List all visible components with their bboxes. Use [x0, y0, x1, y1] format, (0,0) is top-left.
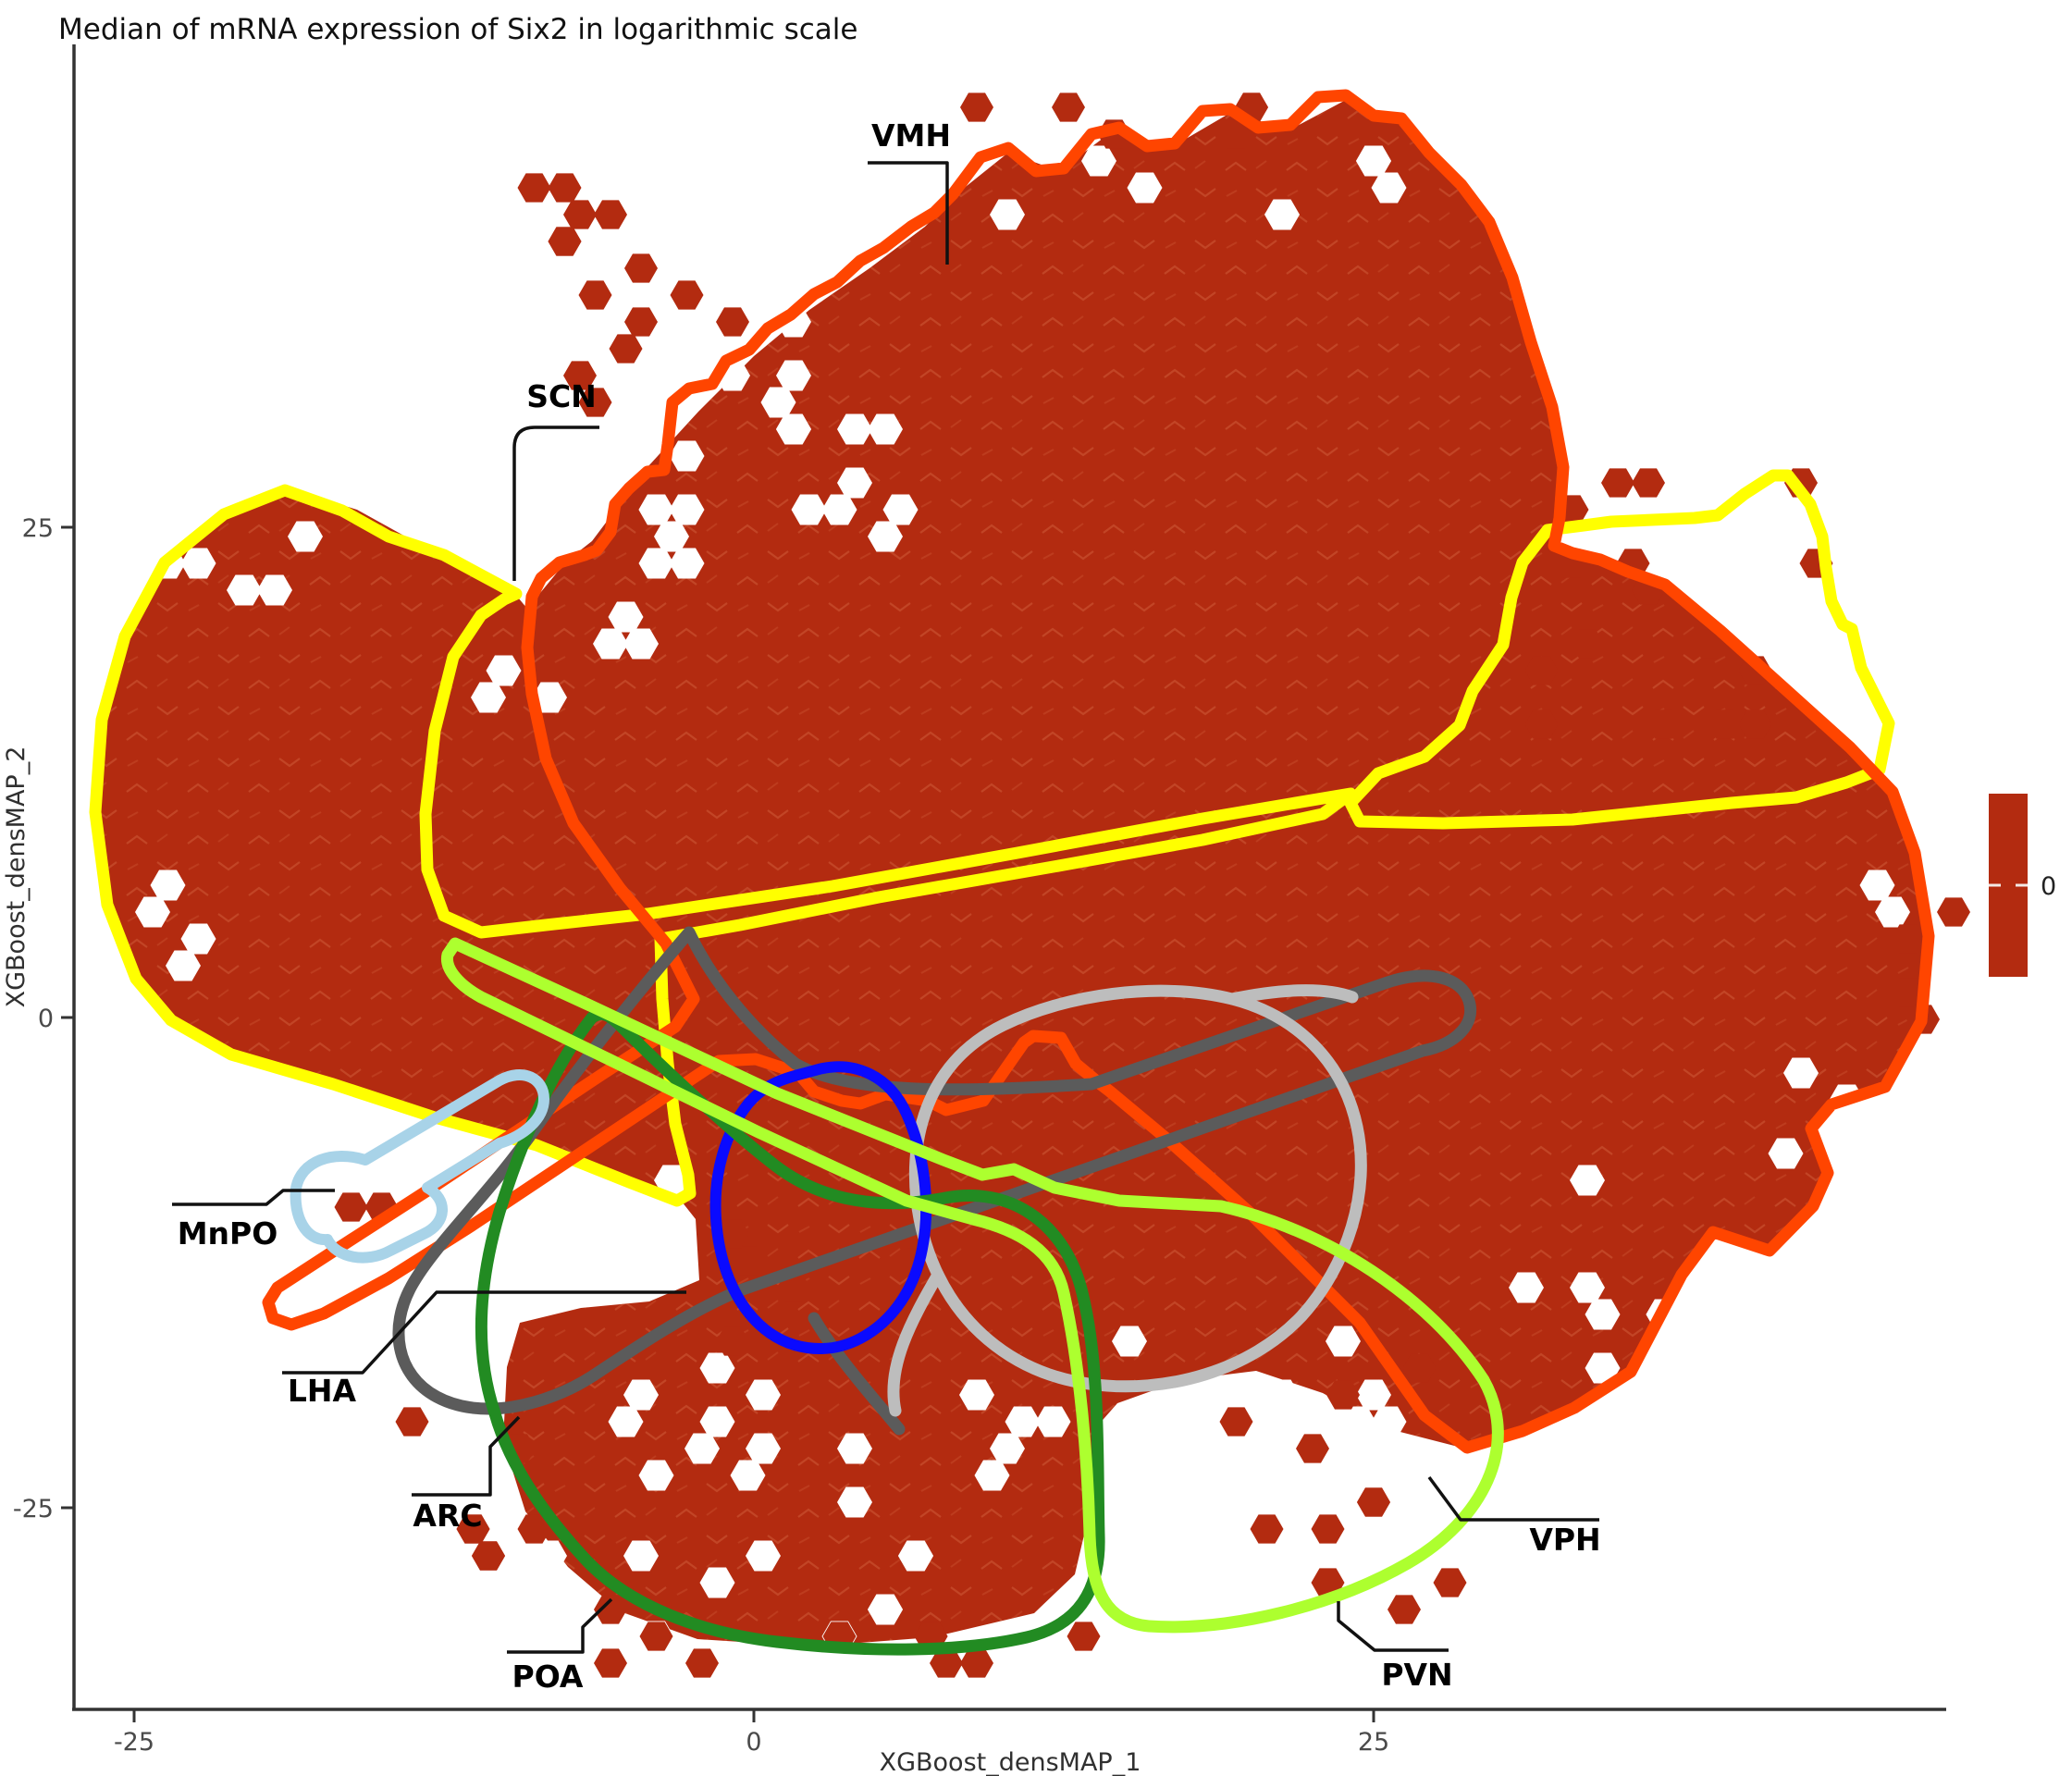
x-tick-label-25: 25 [1358, 1728, 1389, 1757]
region-label-vph: VPH [1529, 1522, 1600, 1558]
x-axis-title: XGBoost_densMAP_1 [880, 1748, 1141, 1776]
region-outline-vmh-orangered [262, 89, 1935, 1454]
region-label-vmh: VMH [871, 117, 951, 154]
region-label-pvn: PVN [1381, 1657, 1452, 1693]
region-outline-lha-dimgray-tail [808, 1312, 906, 1436]
region-outline-poa-forestgreen [475, 1008, 1105, 1656]
x-tick-label-0: 0 [746, 1728, 761, 1757]
y-axis-title: XGBoost_densMAP_2 [2, 746, 31, 1008]
callout-line-lha [282, 1290, 686, 1375]
callout-line-vph [1427, 1475, 1599, 1522]
axes: 25 0 -25 -25 0 25 XGBoost_densMAP_1 XGBo… [2, 44, 1946, 1776]
callout-line-pvn [1337, 1601, 1449, 1652]
region-outline-mnpo-lightblue [290, 1069, 549, 1264]
region-outline-silver-tail-bottom [887, 1268, 944, 1417]
chart-title: Median of mRNA expression of Six2 in log… [58, 13, 857, 46]
legend-colorbar: 0 [1989, 794, 2056, 977]
x-tick-label-n25: -25 [114, 1728, 154, 1757]
region-label-lha: LHA [288, 1373, 357, 1409]
hexbin-empty-cells [119, 118, 1910, 1652]
y-tick-label-n25: -25 [13, 1495, 54, 1523]
region-outline-silver-tail-top [1226, 984, 1359, 1005]
region-label-arc: ARC [413, 1498, 482, 1534]
y-tick-label-25: 25 [22, 514, 54, 543]
callout-line-vmh [868, 161, 949, 265]
y-tick-label-0: 0 [38, 1005, 54, 1033]
region-label-poa: POA [512, 1659, 584, 1695]
legend-tick-label: 0 [2041, 872, 2056, 901]
callout-line-poa [507, 1597, 613, 1654]
region-label-mnpo: MnPO [178, 1215, 278, 1252]
callout-line-arc [412, 1415, 521, 1497]
hexbin-sparse-cells [334, 92, 1970, 1678]
region-outline-scn-yellow-right [1344, 469, 1895, 830]
region-outline-pvn-greenyellow [440, 937, 1504, 1634]
hexbin-density-blob [96, 92, 1970, 1678]
region-label-scn: SCN [526, 378, 597, 414]
callout-line-scn [512, 426, 599, 581]
callout-line-mnpo [172, 1189, 335, 1206]
